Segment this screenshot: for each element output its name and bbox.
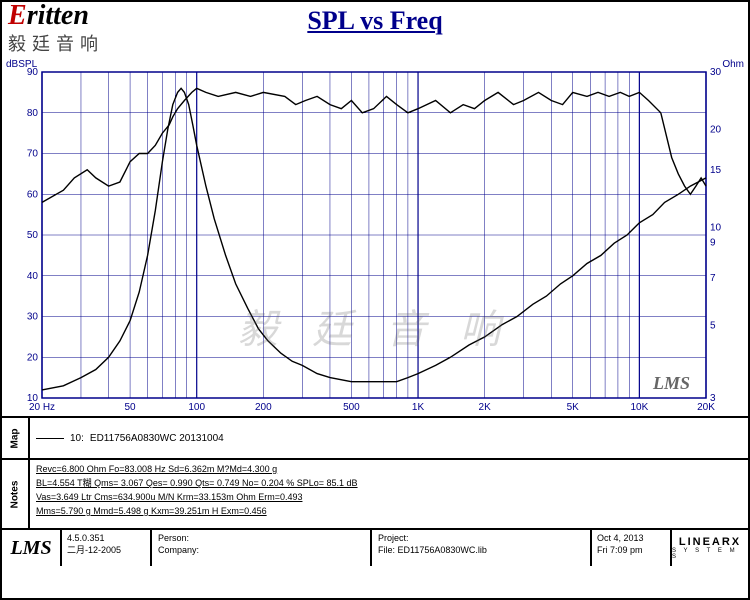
footer-row: LMS 4.5.0.351 二月-12-2005 Person: Company… bbox=[2, 528, 748, 566]
logo-subtitle: 毅廷音响 bbox=[8, 30, 104, 56]
svg-text:500: 500 bbox=[343, 402, 360, 413]
company-label: Company: bbox=[158, 545, 364, 557]
map-tab: Map bbox=[2, 418, 30, 458]
chart-title: SPL vs Freq bbox=[2, 2, 748, 36]
svg-text:20K: 20K bbox=[697, 402, 715, 413]
day-time-text: Fri 7:09 pm bbox=[597, 545, 665, 557]
footer-version: 4.5.0.351 二月-12-2005 bbox=[62, 530, 152, 566]
svg-text:50: 50 bbox=[125, 402, 137, 413]
footer-lms-logo: LMS bbox=[2, 530, 62, 566]
svg-text:9: 9 bbox=[710, 237, 716, 248]
svg-text:1K: 1K bbox=[412, 402, 425, 413]
page-root: Eritten 毅廷音响 SPL vs Freq dBSPL Ohm 10203… bbox=[0, 0, 750, 600]
file-line: File: ED11756A0830WC.lib bbox=[378, 545, 584, 557]
svg-text:90: 90 bbox=[27, 67, 39, 78]
svg-text:60: 60 bbox=[27, 189, 39, 200]
person-label: Person: bbox=[158, 533, 364, 545]
svg-text:200: 200 bbox=[255, 402, 272, 413]
svg-text:10: 10 bbox=[710, 223, 722, 234]
legend-series-id: 10: bbox=[70, 433, 84, 444]
legend-row: Map 10: ED11756A0830WC 20131004 bbox=[2, 416, 748, 458]
svg-text:7: 7 bbox=[710, 273, 716, 284]
version-number: 4.5.0.351 bbox=[67, 533, 145, 545]
build-date: 二月-12-2005 bbox=[67, 545, 145, 557]
plot-brand: LMS bbox=[653, 373, 690, 394]
linearx-sub: S Y S T E M S bbox=[672, 548, 748, 560]
svg-text:100: 100 bbox=[188, 402, 205, 413]
footer-person: Person: Company: bbox=[152, 530, 372, 566]
svg-text:20 Hz: 20 Hz bbox=[29, 402, 55, 413]
legend-line-icon bbox=[36, 438, 64, 439]
logo: Eritten 毅廷音响 bbox=[8, 2, 104, 56]
svg-text:15: 15 bbox=[710, 165, 722, 176]
legend-series-name: ED11756A0830WC 20131004 bbox=[90, 433, 224, 444]
svg-text:5: 5 bbox=[710, 321, 716, 332]
project-label: Project: bbox=[378, 533, 584, 545]
svg-text:20: 20 bbox=[27, 352, 39, 363]
date-text: Oct 4, 2013 bbox=[597, 533, 665, 545]
svg-text:30: 30 bbox=[710, 67, 722, 78]
svg-text:20: 20 bbox=[710, 124, 722, 135]
footer-date: Oct 4, 2013 Fri 7:09 pm bbox=[592, 530, 672, 566]
svg-text:2K: 2K bbox=[479, 402, 492, 413]
notes-body: Revc=6.800 Ohm Fo=83.008 Hz Sd=6.362m M?… bbox=[30, 460, 748, 528]
svg-text:70: 70 bbox=[27, 149, 39, 160]
chart-area: dBSPL Ohm 102030405060708090357910152030… bbox=[2, 56, 748, 416]
svg-text:40: 40 bbox=[27, 271, 39, 282]
svg-text:10K: 10K bbox=[630, 402, 648, 413]
chart-svg: 10203040506070809035791015203020 Hz1001K… bbox=[2, 56, 748, 416]
svg-text:30: 30 bbox=[27, 312, 39, 323]
svg-text:5K: 5K bbox=[567, 402, 580, 413]
svg-text:50: 50 bbox=[27, 230, 39, 241]
notes-row: Notes Revc=6.800 Ohm Fo=83.008 Hz Sd=6.3… bbox=[2, 458, 748, 528]
footer-project: Project: File: ED11756A0830WC.lib bbox=[372, 530, 592, 566]
logo-text: Eritten bbox=[8, 2, 104, 30]
footer-linearx: LINEARX S Y S T E M S bbox=[672, 530, 748, 566]
svg-text:80: 80 bbox=[27, 108, 39, 119]
legend-body: 10: ED11756A0830WC 20131004 bbox=[30, 418, 748, 458]
header: Eritten 毅廷音响 SPL vs Freq bbox=[2, 2, 748, 56]
notes-tab: Notes bbox=[2, 460, 30, 528]
linearx-text: LINEARX bbox=[679, 536, 741, 548]
